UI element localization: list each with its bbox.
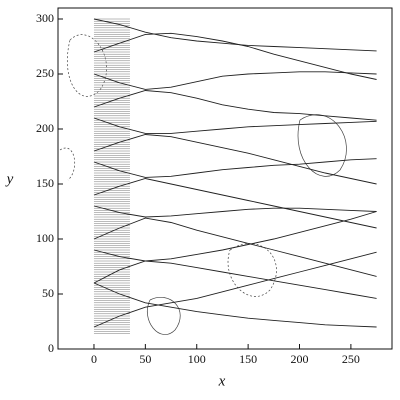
y-tick-label: 0 bbox=[48, 341, 54, 355]
streamline bbox=[93, 32, 377, 80]
x-axis-title: x bbox=[218, 373, 226, 389]
contour bbox=[227, 243, 277, 297]
contour bbox=[297, 114, 347, 177]
y-tick-label: 300 bbox=[36, 11, 54, 25]
x-tick-label: 50 bbox=[139, 352, 151, 366]
plot-frame bbox=[57, 7, 393, 350]
streamline bbox=[93, 178, 377, 229]
streamline bbox=[93, 282, 377, 328]
streamline bbox=[93, 251, 377, 328]
contour bbox=[66, 34, 107, 97]
x-tick-label: 100 bbox=[188, 352, 206, 366]
y-tick-label: 200 bbox=[36, 121, 54, 135]
contours bbox=[59, 34, 347, 335]
y-tick-label: 50 bbox=[42, 286, 54, 300]
contour bbox=[147, 297, 181, 335]
x-tick-label: 150 bbox=[239, 352, 257, 366]
streamline bbox=[93, 18, 377, 52]
x-tick-label: 200 bbox=[291, 352, 309, 366]
x-tick-label: 0 bbox=[91, 352, 97, 366]
streamline bbox=[93, 260, 377, 299]
y-axis-title: y bbox=[5, 171, 14, 187]
streamline bbox=[93, 211, 377, 262]
x-tick-label: 250 bbox=[342, 352, 360, 366]
streamline bbox=[93, 134, 377, 185]
streamline bbox=[93, 90, 377, 121]
contour bbox=[59, 147, 75, 181]
streamline bbox=[93, 71, 377, 90]
y-tick-label: 250 bbox=[36, 66, 54, 80]
y-tick-label: 150 bbox=[36, 176, 54, 190]
y-tick-label: 100 bbox=[36, 231, 54, 245]
streamline bbox=[93, 117, 377, 134]
streamline bbox=[93, 158, 377, 178]
streamline bbox=[93, 205, 377, 218]
